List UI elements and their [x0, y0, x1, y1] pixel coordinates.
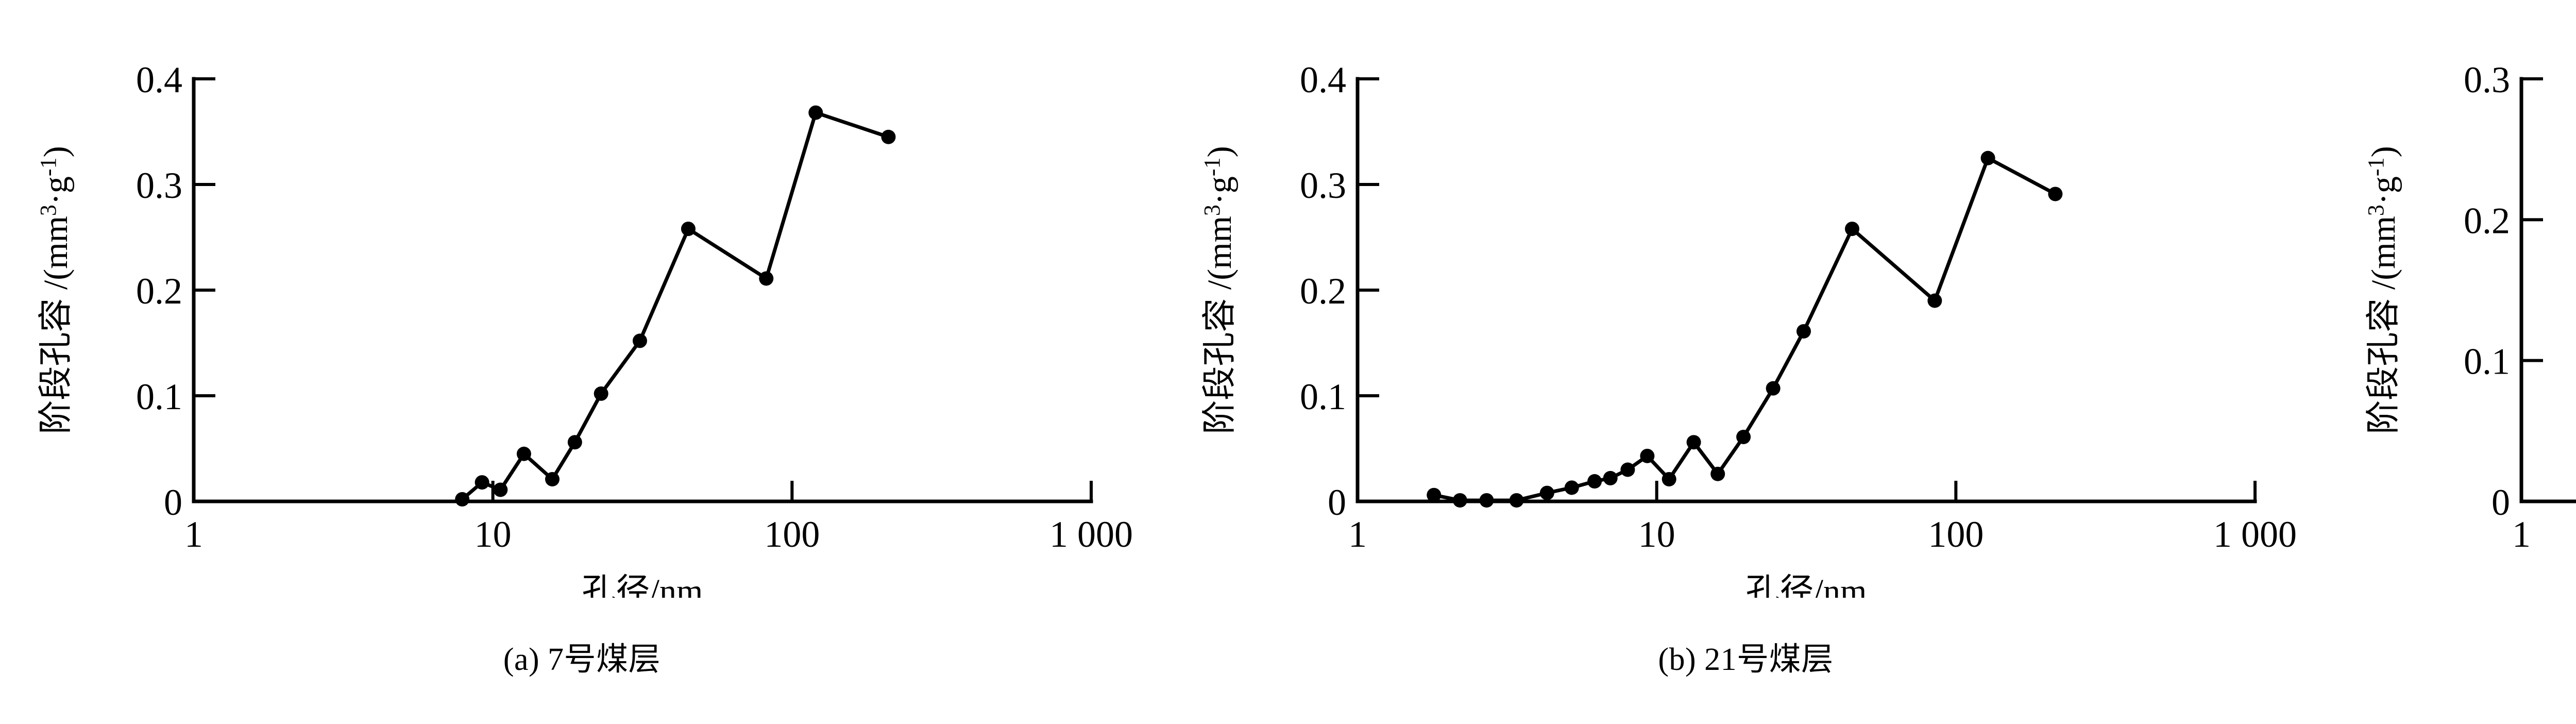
panel-b: 0 0.1 0.2 0.3 0.4 1 10 100 1 000 孔径/nm 阶段孔容 /(mm3·…: [1164, 0, 2328, 724]
series-line-a: [460, 111, 890, 501]
y-axis-title-b: 阶段孔容 /(mm3·g-1): [1199, 146, 1239, 434]
panel-b-plot-area: 0 0.1 0.2 0.3 0.4 1 10 100 1 000 孔径/nm 阶段孔容 /(mm3·…: [1164, 0, 2328, 598]
data-point: [1662, 472, 1676, 486]
x-axis-title-a: 孔径/nm: [582, 573, 703, 598]
y-tick-label-b-2: 0.2: [1300, 271, 1346, 312]
data-point: [759, 271, 774, 286]
series-line-b: [1432, 156, 2057, 502]
panel-c-caption: (c) 33号煤层: [2328, 642, 2576, 678]
data-point: [632, 333, 647, 348]
data-point: [474, 475, 489, 490]
x-tick-label-a-0: 1: [184, 514, 203, 555]
x-tick-label-a-1: 10: [474, 514, 512, 555]
data-point: [455, 492, 470, 507]
y-tick-label-a-0: 0: [164, 482, 182, 523]
data-point: [1640, 448, 1655, 463]
chart-b: 0 0.1 0.2 0.3 0.4 1 10 100 1 000 孔径/nm 阶段孔容 /(mm3·…: [1199, 59, 2297, 598]
data-point: [1686, 435, 1701, 450]
data-point: [881, 129, 896, 144]
data-point: [1564, 480, 1579, 495]
x-tick-label-b-3: 1 000: [2213, 514, 2297, 555]
data-point: [1427, 487, 1442, 502]
y-tick-label-b-4: 0.4: [1300, 59, 1346, 100]
y-axis-title-a: 阶段孔容 /(mm3·g-1): [36, 146, 75, 434]
chart-a: 0 0.1 0.2 0.3 0.4 1 10 100 1 000 孔径/nm 阶段孔容 /(mm3·…: [36, 59, 1133, 598]
panel-b-caption: (b) 21号煤层: [1658, 642, 1834, 677]
panel-a-caption: (a) 7号煤层: [503, 642, 661, 677]
data-point: [1736, 429, 1751, 444]
data-point: [1479, 493, 1494, 508]
axis-lines: [192, 77, 1093, 503]
x-axis-title-b: 孔径/nm: [1746, 573, 1867, 598]
data-point: [1796, 324, 1811, 339]
data-point: [1509, 493, 1524, 508]
data-point: [594, 386, 608, 401]
x-tick-label-a-2: 100: [764, 514, 820, 555]
x-tick-label-c-0: 1: [2512, 514, 2531, 555]
data-point: [1844, 222, 1859, 237]
y-tick-label-a-4: 0.4: [136, 59, 182, 100]
panel-a-plot-area: 0 0.1 0.2 0.3 0.4 1 10 100 1 000 孔径/nm 阶段孔容 /(mm3·…: [0, 0, 1164, 598]
y-tick-label-a-2: 0.2: [136, 271, 182, 312]
y-tick-label-b-0: 0: [1328, 482, 1346, 523]
y-tick-label-c-3: 0.3: [2464, 59, 2510, 100]
x-tick-label-b-0: 1: [1348, 514, 1367, 555]
data-point: [493, 482, 508, 497]
y-tick-label-a-3: 0.3: [136, 165, 182, 206]
data-point: [808, 105, 823, 120]
y-tick-label-c-1: 0.1: [2464, 341, 2510, 382]
data-point: [1587, 474, 1602, 489]
y-axis-title-c: 阶段孔容 /(mm3·g-1): [2363, 146, 2402, 434]
data-point: [1766, 381, 1781, 396]
svg-text:阶段孔容 /(mm3·g-1): 阶段孔容 /(mm3·g-1): [1199, 146, 1239, 434]
data-point: [1452, 493, 1467, 508]
svg-text:阶段孔容 /(mm3·g-1): 阶段孔容 /(mm3·g-1): [36, 146, 75, 434]
y-tick-label-b-3: 0.3: [1300, 165, 1346, 206]
data-point: [681, 222, 696, 237]
data-point: [545, 472, 560, 486]
x-tick-label-b-1: 10: [1638, 514, 1675, 555]
data-point: [1620, 462, 1635, 477]
data-point: [1539, 485, 1554, 500]
data-point: [567, 435, 582, 450]
data-point: [1603, 470, 1618, 485]
data-point: [1980, 150, 1995, 165]
y-tick-label-a-1: 0.1: [136, 376, 182, 417]
data-point: [1710, 466, 1725, 481]
x-tick-label-a-3: 1 000: [1049, 514, 1133, 555]
axis-lines: [2519, 77, 2576, 503]
data-point: [2048, 187, 2063, 201]
x-tick-label-b-2: 100: [1928, 514, 1984, 555]
data-point: [516, 446, 531, 461]
y-tick-label-c-0: 0: [2492, 482, 2510, 523]
panel-a: 0 0.1 0.2 0.3 0.4 1 10 100 1 000 孔径/nm 阶段孔容 /(mm3·…: [0, 0, 1164, 724]
y-tick-label-c-2: 0.2: [2464, 200, 2510, 241]
data-point: [1927, 293, 1942, 308]
svg-text:阶段孔容 /(mm3·g-1): 阶段孔容 /(mm3·g-1): [2363, 146, 2402, 434]
y-tick-label-b-1: 0.1: [1300, 376, 1346, 417]
axis-lines: [1355, 77, 2257, 503]
